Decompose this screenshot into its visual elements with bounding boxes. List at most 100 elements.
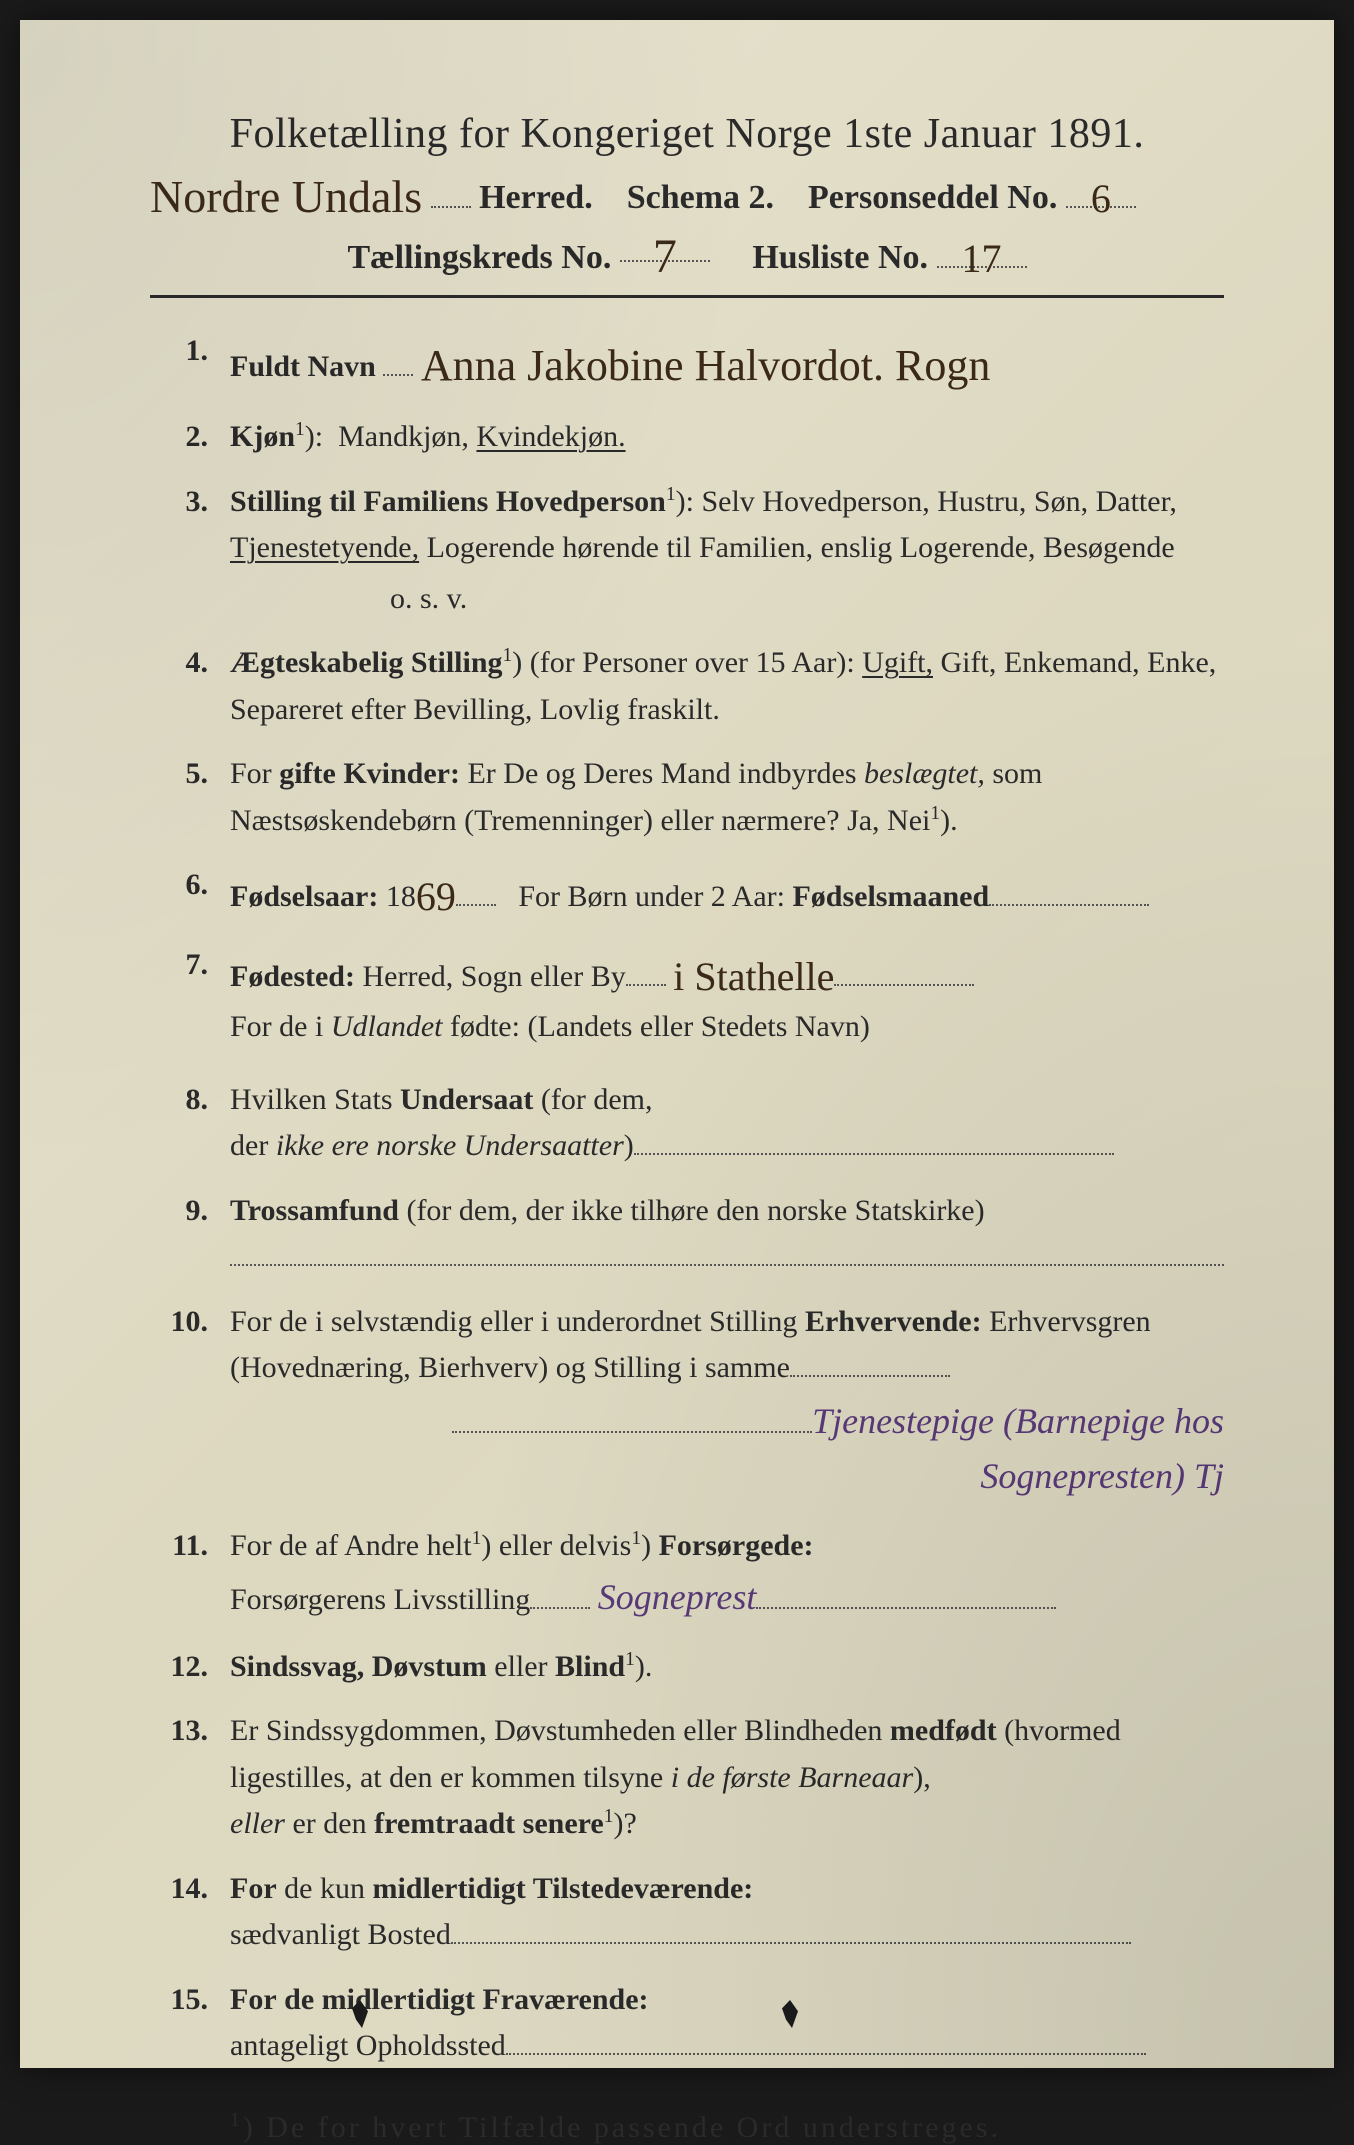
item-number: 2. <box>160 414 230 461</box>
item-body: Kjøn1): Mandkjøn, Kvindekjøn. <box>230 414 1224 461</box>
page-title: Folketælling for Kongeriget Norge 1ste J… <box>150 110 1224 158</box>
lead-text: Er Sindssygdommen, Døvstumheden eller Bl… <box>230 1714 882 1747</box>
item-body: Sindssvag, Døvstum eller Blind1). <box>230 1644 1224 1691</box>
lead-text: For de af Andre helt <box>230 1529 472 1562</box>
line2-text: fødte: (Landets eller Stedets Navn) <box>450 1010 870 1043</box>
dotted-fill <box>230 1236 1224 1266</box>
item-body: For de midlertidigt Fraværende: antageli… <box>230 1977 1224 2070</box>
mid-text: ) eller delvis <box>481 1529 631 1562</box>
separator: ): <box>305 420 323 453</box>
herred-handwritten: Nordre Undals <box>150 170 422 223</box>
field-label-2: Blind <box>555 1650 625 1683</box>
separator: ). <box>940 804 958 837</box>
item-number: 8. <box>160 1077 230 1124</box>
horizontal-rule <box>150 295 1224 298</box>
item-body: Stilling til Familiens Hovedperson1): Se… <box>230 479 1224 623</box>
item-15: 15. For de midlertidigt Fraværende: anta… <box>160 1977 1224 2070</box>
etc-text: o. s. v. <box>230 576 1224 623</box>
husliste-no-field: 17 <box>937 231 1027 268</box>
footnote-text: ) De for hvert Tilfælde passende Ord und… <box>243 2111 1001 2144</box>
item-body: For de kun midlertidigt Tilstedeværende:… <box>230 1866 1224 1959</box>
bold-word: fremtraadt senere <box>374 1807 604 1840</box>
lead-text: For <box>230 757 272 790</box>
item-number: 5. <box>160 751 230 798</box>
item-number: 4. <box>160 640 230 687</box>
year-prefix: 18 <box>386 880 416 913</box>
field-label: de midlertidigt Fraværende: <box>284 1983 648 2016</box>
provider-handwritten: Sogneprest <box>598 1577 757 1617</box>
field-label: Stilling til Familiens Hovedperson <box>230 485 666 518</box>
item-12: 12. Sindssvag, Døvstum eller Blind1). <box>160 1644 1224 1691</box>
dotted-fill <box>456 876 496 906</box>
footnote-ref: 1 <box>604 1806 614 1827</box>
item-body: Trossamfund (for dem, der ikke tilhøre d… <box>230 1188 1224 1281</box>
footnote-ref: 1 <box>666 484 676 505</box>
lead-bold: For <box>230 1983 277 2016</box>
item-6: 6. Fødselsaar: 1869 For Børn under 2 Aar… <box>160 862 1224 924</box>
item-number: 7. <box>160 942 230 989</box>
lead-text: Hvilken Stats <box>230 1083 393 1116</box>
occupation-handwritten-1: Tjenestepige (Barnepige hos <box>812 1401 1224 1441</box>
header-row-1: Nordre Undals Herred. Schema 2. Personse… <box>150 166 1224 219</box>
item-body: For de i selvstændig eller i underordnet… <box>230 1299 1224 1506</box>
herred-label: Herred. <box>479 179 593 216</box>
line2-text: Forsørgerens Livsstilling <box>230 1583 530 1616</box>
item-body: Fødselsaar: 1869 For Børn under 2 Aar: F… <box>230 862 1224 924</box>
husliste-no: 17 <box>962 235 1002 282</box>
sub-text: de kun <box>284 1872 365 1905</box>
field-label: Fødselsmaaned <box>792 880 989 913</box>
option-selected: Ugift, <box>862 646 933 679</box>
dotted-fill <box>452 1403 812 1433</box>
footnote-ref: 1 <box>631 1528 641 1549</box>
name-handwritten: Anna Jakobine Halvordot. Rogn <box>421 332 990 400</box>
italic-text: beslægtet, <box>864 757 985 790</box>
item-number: 6. <box>160 862 230 909</box>
separator: )? <box>614 1807 637 1840</box>
item-body: Er Sindssygdommen, Døvstumheden eller Bl… <box>230 1708 1224 1848</box>
italic-text: i de første Barneaar <box>671 1761 913 1794</box>
item-body: Fødested: Herred, Sogn eller By i Stathe… <box>230 942 1224 1051</box>
item-7: 7. Fødested: Herred, Sogn eller By i Sta… <box>160 942 1224 1051</box>
option-selected: Tjenestetyende, <box>230 531 419 564</box>
dotted-fill <box>530 1579 590 1609</box>
item-5: 5. For gifte Kvinder: Er De og Deres Man… <box>160 751 1224 844</box>
bold-word: medfødt <box>890 1714 997 1747</box>
personseddel-no: 6 <box>1091 175 1111 222</box>
form-items: 1. Fuldt Navn Anna Jakobine Halvordot. R… <box>150 328 1224 2070</box>
italic-text: ikke ere norske Undersaatter <box>276 1129 624 1162</box>
field-label: midlertidigt Tilstedeværende: <box>372 1872 753 1905</box>
census-form-page: Folketælling for Kongeriget Norge 1ste J… <box>20 20 1334 2068</box>
dotted-fill <box>451 1914 1131 1944</box>
field-label: Trossamfund <box>230 1194 399 1227</box>
dotted-fill <box>626 956 666 986</box>
footnote-ref: 1 <box>503 645 513 666</box>
field-label: Fødselsaar: <box>230 880 378 913</box>
sub-text: (for dem, <box>541 1083 653 1116</box>
kreds-no: 7 <box>653 229 677 284</box>
dotted-fill <box>989 876 1149 906</box>
options-text: Selv Hovedperson, Hustru, Søn, Datter, <box>701 485 1176 518</box>
dotted-fill <box>834 956 974 986</box>
field-label: Forsørgede: <box>659 1529 814 1562</box>
separator: ) <box>641 1529 651 1562</box>
personseddel-label: Personseddel No. <box>808 179 1057 216</box>
kreds-no-field: 7 <box>620 225 710 262</box>
item-14: 14. For de kun midlertidigt Tilstedevære… <box>160 1866 1224 1959</box>
dotted-fill <box>383 346 413 376</box>
item-number: 1. <box>160 328 230 375</box>
option-female-selected: Kvindekjøn. <box>476 420 625 453</box>
italic-text: eller <box>230 1807 285 1840</box>
close-paren: ), <box>913 1761 931 1794</box>
occupation-line2: Sognepresten) Tj <box>230 1449 1224 1505</box>
item-number: 15. <box>160 1977 230 2024</box>
lead-text: For de i selvstændig eller i underordnet… <box>230 1305 797 1338</box>
field-label: Ægteskabelig Stilling <box>230 646 503 679</box>
italic-text: Udlandet <box>331 1010 443 1043</box>
item-8: 8. Hvilken Stats Undersaat (for dem, der… <box>160 1077 1224 1170</box>
year-handwritten: 69 <box>416 866 456 928</box>
footnote-marker: 1 <box>230 2110 243 2131</box>
item-number: 9. <box>160 1188 230 1235</box>
item-4: 4. Ægteskabelig Stilling1) (for Personer… <box>160 640 1224 733</box>
dotted-fill <box>634 1125 1114 1155</box>
paren-text: ) (for Personer over 15 Aar): <box>512 646 854 679</box>
